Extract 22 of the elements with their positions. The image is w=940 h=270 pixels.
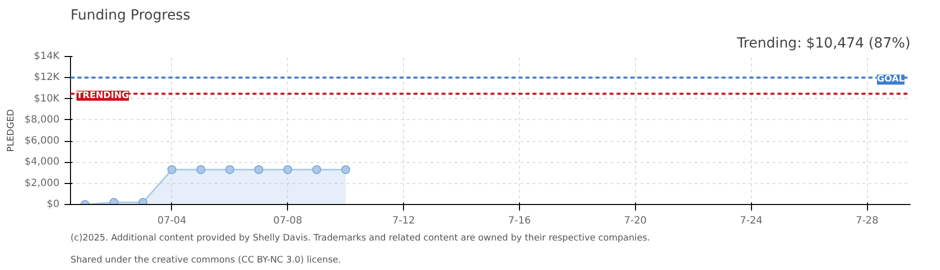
y-tick-label: $14K [34,51,60,62]
y-tick-label: $10K [34,93,60,104]
text: Shared under the creative commons (CC BY-NC 3.0) license. [70,256,342,266]
x-tick-label: 7-28 [856,216,878,226]
y-tick-label: $4,000 [24,156,60,168]
ref-line-label: TRENDING [76,90,129,101]
y-axis-title: PLEDGED [6,109,17,152]
y-tick-label: $2,000 [24,178,60,189]
chart-subtitle: Trending: $10,474 (87%) [736,36,911,52]
x-tick-label: 7-12 [392,216,415,226]
x-tick-label: 7-16 [508,216,531,226]
ref-line-label: GOAL [877,74,905,85]
y-tick-label: $6,000 [24,136,60,147]
text: (c)2025. Additional content provided by Shelly Davis. Trademarks and related content are owned by their respective companies. [70,234,650,244]
x-tick-label: 7-20 [624,216,647,226]
y-tick-label: $12K [34,72,60,84]
y-tick-label: $0 [46,199,60,210]
x-tick-label: 07-08 [273,216,302,226]
x-tick-label: 07-04 [157,216,186,226]
x-tick-label: 7-24 [740,216,763,226]
y-tick-label: $8,000 [24,114,60,126]
chart-title: Funding Progress [70,8,190,24]
